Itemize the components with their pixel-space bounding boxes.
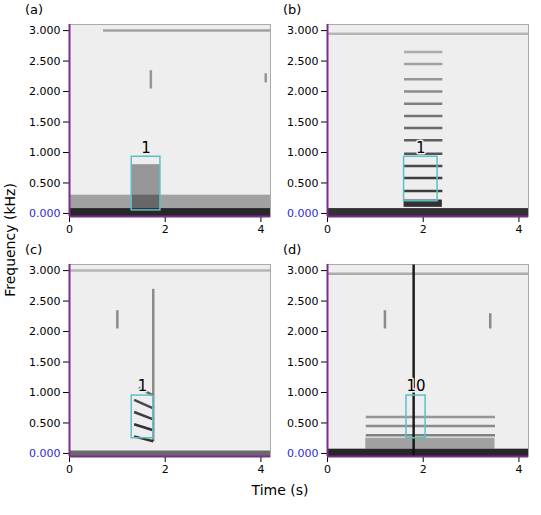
svg-text:4: 4 — [515, 223, 522, 236]
svg-text:2.000: 2.000 — [287, 325, 319, 338]
svg-text:1.500: 1.500 — [287, 116, 319, 129]
svg-text:1: 1 — [141, 139, 151, 157]
svg-text:0.500: 0.500 — [29, 416, 61, 429]
svg-text:0.000: 0.000 — [287, 207, 319, 220]
svg-text:0.000: 0.000 — [29, 447, 61, 460]
svg-text:2.000: 2.000 — [29, 325, 61, 338]
svg-text:0: 0 — [324, 223, 331, 236]
svg-text:2: 2 — [420, 463, 427, 476]
svg-text:0.500: 0.500 — [287, 416, 319, 429]
svg-text:1: 1 — [416, 139, 426, 157]
svg-text:4: 4 — [515, 463, 522, 476]
svg-text:0.500: 0.500 — [287, 176, 319, 189]
svg-text:2.000: 2.000 — [29, 85, 61, 98]
svg-text:Frequency (kHz): Frequency (kHz) — [2, 183, 18, 297]
svg-text:10: 10 — [406, 377, 425, 395]
svg-text:0: 0 — [66, 463, 73, 476]
svg-text:3.000: 3.000 — [287, 24, 319, 37]
svg-text:2.500: 2.500 — [287, 295, 319, 308]
svg-text:2: 2 — [162, 463, 169, 476]
svg-text:1.000: 1.000 — [29, 146, 61, 159]
svg-text:1: 1 — [138, 377, 148, 395]
html-text:(b): (b) — [283, 2, 302, 17]
html-text:(c): (c) — [25, 242, 43, 257]
svg-text:2: 2 — [162, 223, 169, 236]
svg-text:1.500: 1.500 — [29, 356, 61, 369]
svg-text:4: 4 — [257, 223, 264, 236]
svg-text:1.500: 1.500 — [287, 356, 319, 369]
svg-text:3.000: 3.000 — [29, 24, 61, 37]
html-text:Time (s): Time (s) — [251, 482, 309, 498]
svg-text:1.000: 1.000 — [287, 386, 319, 399]
svg-text:0: 0 — [66, 223, 73, 236]
svg-text:0: 0 — [324, 463, 331, 476]
html-text:(a): (a) — [25, 2, 44, 17]
svg-text:2.000: 2.000 — [287, 85, 319, 98]
svg-text:2: 2 — [420, 223, 427, 236]
svg-text:1.000: 1.000 — [287, 146, 319, 159]
svg-text:0.000: 0.000 — [29, 207, 61, 220]
svg-text:0.000: 0.000 — [287, 447, 319, 460]
svg-text:2.500: 2.500 — [287, 55, 319, 68]
svg-text:1.000: 1.000 — [29, 386, 61, 399]
svg-text:3.000: 3.000 — [287, 264, 319, 277]
svg-text:2.500: 2.500 — [29, 55, 61, 68]
svg-text:1.500: 1.500 — [29, 116, 61, 129]
svg-text:4: 4 — [257, 463, 264, 476]
svg-text:0.500: 0.500 — [29, 176, 61, 189]
svg-text:2.500: 2.500 — [29, 295, 61, 308]
svg-text:3.000: 3.000 — [29, 264, 61, 277]
html-text:(d): (d) — [283, 242, 302, 257]
